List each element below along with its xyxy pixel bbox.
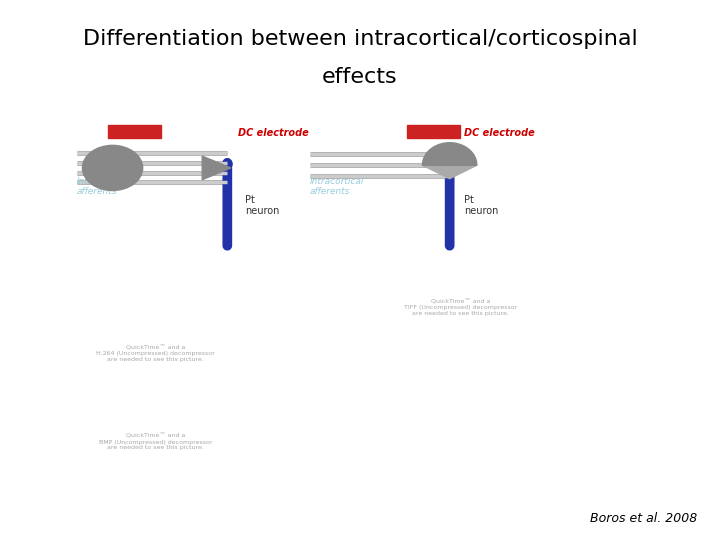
Bar — [407, 125, 460, 138]
Polygon shape — [423, 143, 477, 165]
Circle shape — [82, 145, 143, 191]
Text: Intracortical
afferents: Intracortical afferents — [77, 177, 131, 197]
Text: Pt
neuron: Pt neuron — [246, 195, 279, 217]
Bar — [107, 125, 161, 138]
Text: Intracortical
afferents: Intracortical afferents — [310, 177, 364, 197]
Text: QuickTime™ and a
H.264 (Uncompressed) decompressor
are needed to see this pictur: QuickTime™ and a H.264 (Uncompressed) de… — [96, 345, 215, 362]
Text: QuickTime™ and a
TIFF (Uncompressed) decompressor
are needed to see this picture: QuickTime™ and a TIFF (Uncompressed) dec… — [404, 299, 517, 316]
Polygon shape — [202, 156, 231, 180]
Text: QuickTime™ and a
BMP (Uncompressed) decompressor
are needed to see this picture.: QuickTime™ and a BMP (Uncompressed) deco… — [99, 434, 212, 450]
Text: Boros et al. 2008: Boros et al. 2008 — [590, 512, 697, 525]
Text: Pt
neuron: Pt neuron — [464, 195, 498, 217]
Text: DC electrode: DC electrode — [238, 128, 309, 138]
Text: DC electrode: DC electrode — [464, 128, 535, 138]
Text: Differentiation between intracortical/corticospinal: Differentiation between intracortical/co… — [83, 29, 637, 49]
Text: effects: effects — [322, 66, 398, 86]
Polygon shape — [423, 165, 477, 179]
